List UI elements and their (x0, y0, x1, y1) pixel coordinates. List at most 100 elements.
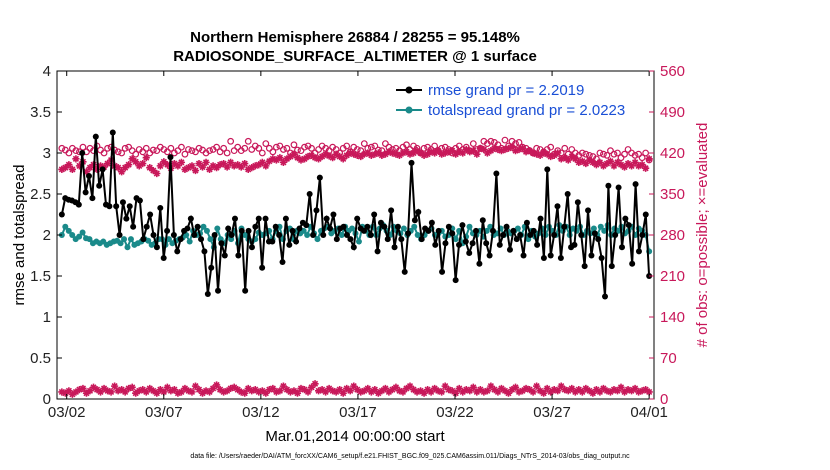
obs-evaluated-point (599, 162, 608, 170)
obs-low-point (311, 380, 319, 388)
obs-possible-point (621, 150, 628, 158)
obs-evaluated-point (170, 159, 178, 168)
obs-evaluated-point (617, 161, 625, 169)
rmse-series-point (316, 174, 323, 181)
obs-possible-point (301, 143, 308, 151)
obs-low-point (497, 384, 506, 393)
obs-low-point (100, 384, 108, 393)
rmse-series-point (252, 223, 259, 230)
y-right-tick-label: 560 (660, 63, 685, 80)
obs-low-point (170, 386, 178, 394)
y-axis-right: 0 70 140 210 280 350 420 490 560 (649, 63, 685, 408)
obs-low-point (339, 389, 347, 397)
obs-low-point (160, 388, 168, 396)
obs-low-point (96, 388, 105, 396)
rmse-series-point (327, 225, 334, 232)
totalspread-series-point (127, 236, 134, 243)
obs-evaluated-point (385, 148, 393, 156)
obs-low-point (251, 386, 259, 394)
rmse-series-point (276, 232, 283, 238)
obs-low-point (220, 388, 228, 396)
obs-low-point (329, 387, 337, 395)
obs-possible-point (315, 146, 322, 153)
y-left-tick-label: 0 (43, 391, 51, 408)
rmse-series-point (629, 260, 636, 267)
obs-possible-point (371, 142, 379, 150)
obs-evaluated-point (272, 156, 280, 164)
obs-evaluated-point (286, 152, 295, 161)
obs-low-point (452, 389, 460, 397)
obs-evaluated-point (283, 155, 291, 163)
rmse-series-point (561, 223, 568, 230)
obs-low-point (525, 386, 534, 394)
obs-low-point (592, 386, 600, 394)
obs-low-point (445, 386, 453, 394)
obs-possible-point (290, 141, 298, 149)
obs-low-point (153, 389, 161, 397)
obs-evaluated-point (311, 154, 319, 162)
obs-evaluated-point (300, 155, 309, 163)
rmse-series-point (425, 227, 432, 234)
rmse-series-point (286, 241, 293, 248)
rmse-series-point (513, 236, 520, 243)
rmse-series-point (262, 215, 269, 222)
obs-low-point (93, 386, 101, 394)
obs-low-point (634, 388, 643, 396)
obs-possible-point (343, 142, 351, 150)
obs-low-point (241, 389, 249, 397)
obs-evaluated-point (434, 147, 442, 155)
obs-low-point (582, 384, 590, 393)
y-left-tick-label: 1.5 (30, 268, 51, 285)
y-right-tick-label: 490 (660, 104, 685, 121)
obs-low-point (406, 382, 414, 390)
obs-evaluated-point (497, 147, 506, 155)
obs-evaluated-point (293, 154, 302, 162)
rmse-series-point (194, 223, 201, 230)
obs-evaluated-point (469, 147, 477, 155)
rmse-series-point (547, 252, 554, 259)
rmse-series-point (367, 232, 374, 238)
obs-evaluated-point (606, 157, 615, 165)
obs-low-point (135, 387, 143, 395)
obs-possible-point (149, 146, 157, 154)
rmse-series-point (459, 222, 466, 229)
obs-possible-point (280, 146, 287, 153)
obs-evaluated-point (575, 158, 583, 166)
obs-evaluated-point (212, 164, 221, 172)
rmse-series-point (177, 236, 184, 243)
rmse-series-point (215, 287, 222, 294)
obs-evaluated-point (624, 159, 632, 168)
obs-evaluated-point (149, 166, 157, 175)
obs-evaluated-point (322, 150, 330, 158)
obs-low-point (265, 386, 273, 394)
obs-low-point (209, 384, 217, 393)
obs-evaluated-point (547, 152, 555, 161)
obs-evaluated-point (483, 149, 491, 157)
obs-evaluated-point (177, 158, 186, 166)
rmse-series-point (574, 199, 581, 206)
obs-low-point (146, 384, 154, 393)
obs-evaluated-point (462, 145, 470, 154)
obs-possible-point (139, 148, 147, 156)
rmse-series-point (75, 201, 82, 208)
rmse-series-point (282, 215, 289, 222)
rmse-series-point (571, 241, 578, 248)
obs-low-point (371, 386, 379, 394)
legend: rmse grand pr = 2.2019 totalspread grand… (392, 78, 625, 122)
obs-evaluated-point (480, 145, 488, 154)
totalspread-series-point (411, 223, 418, 230)
obs-evaluated-point (511, 147, 520, 155)
rmse-series-point (500, 232, 507, 238)
y-left-tick-label: 2 (43, 227, 51, 244)
rmse-series-point (89, 195, 96, 202)
obs-low-point (103, 387, 112, 395)
obs-evaluated-point (378, 151, 386, 159)
obs-possible-point (614, 149, 621, 157)
obs-low-point (564, 387, 572, 395)
y-axis-left: 0 0.5 1 1.5 2 2.5 3 3.5 4 (30, 63, 62, 408)
totalspread-series-point (69, 232, 76, 238)
rmse-series-point (642, 211, 649, 218)
rmse-series-point (147, 211, 154, 218)
rmse-series-point (489, 227, 496, 234)
obs-low-point (543, 384, 551, 393)
